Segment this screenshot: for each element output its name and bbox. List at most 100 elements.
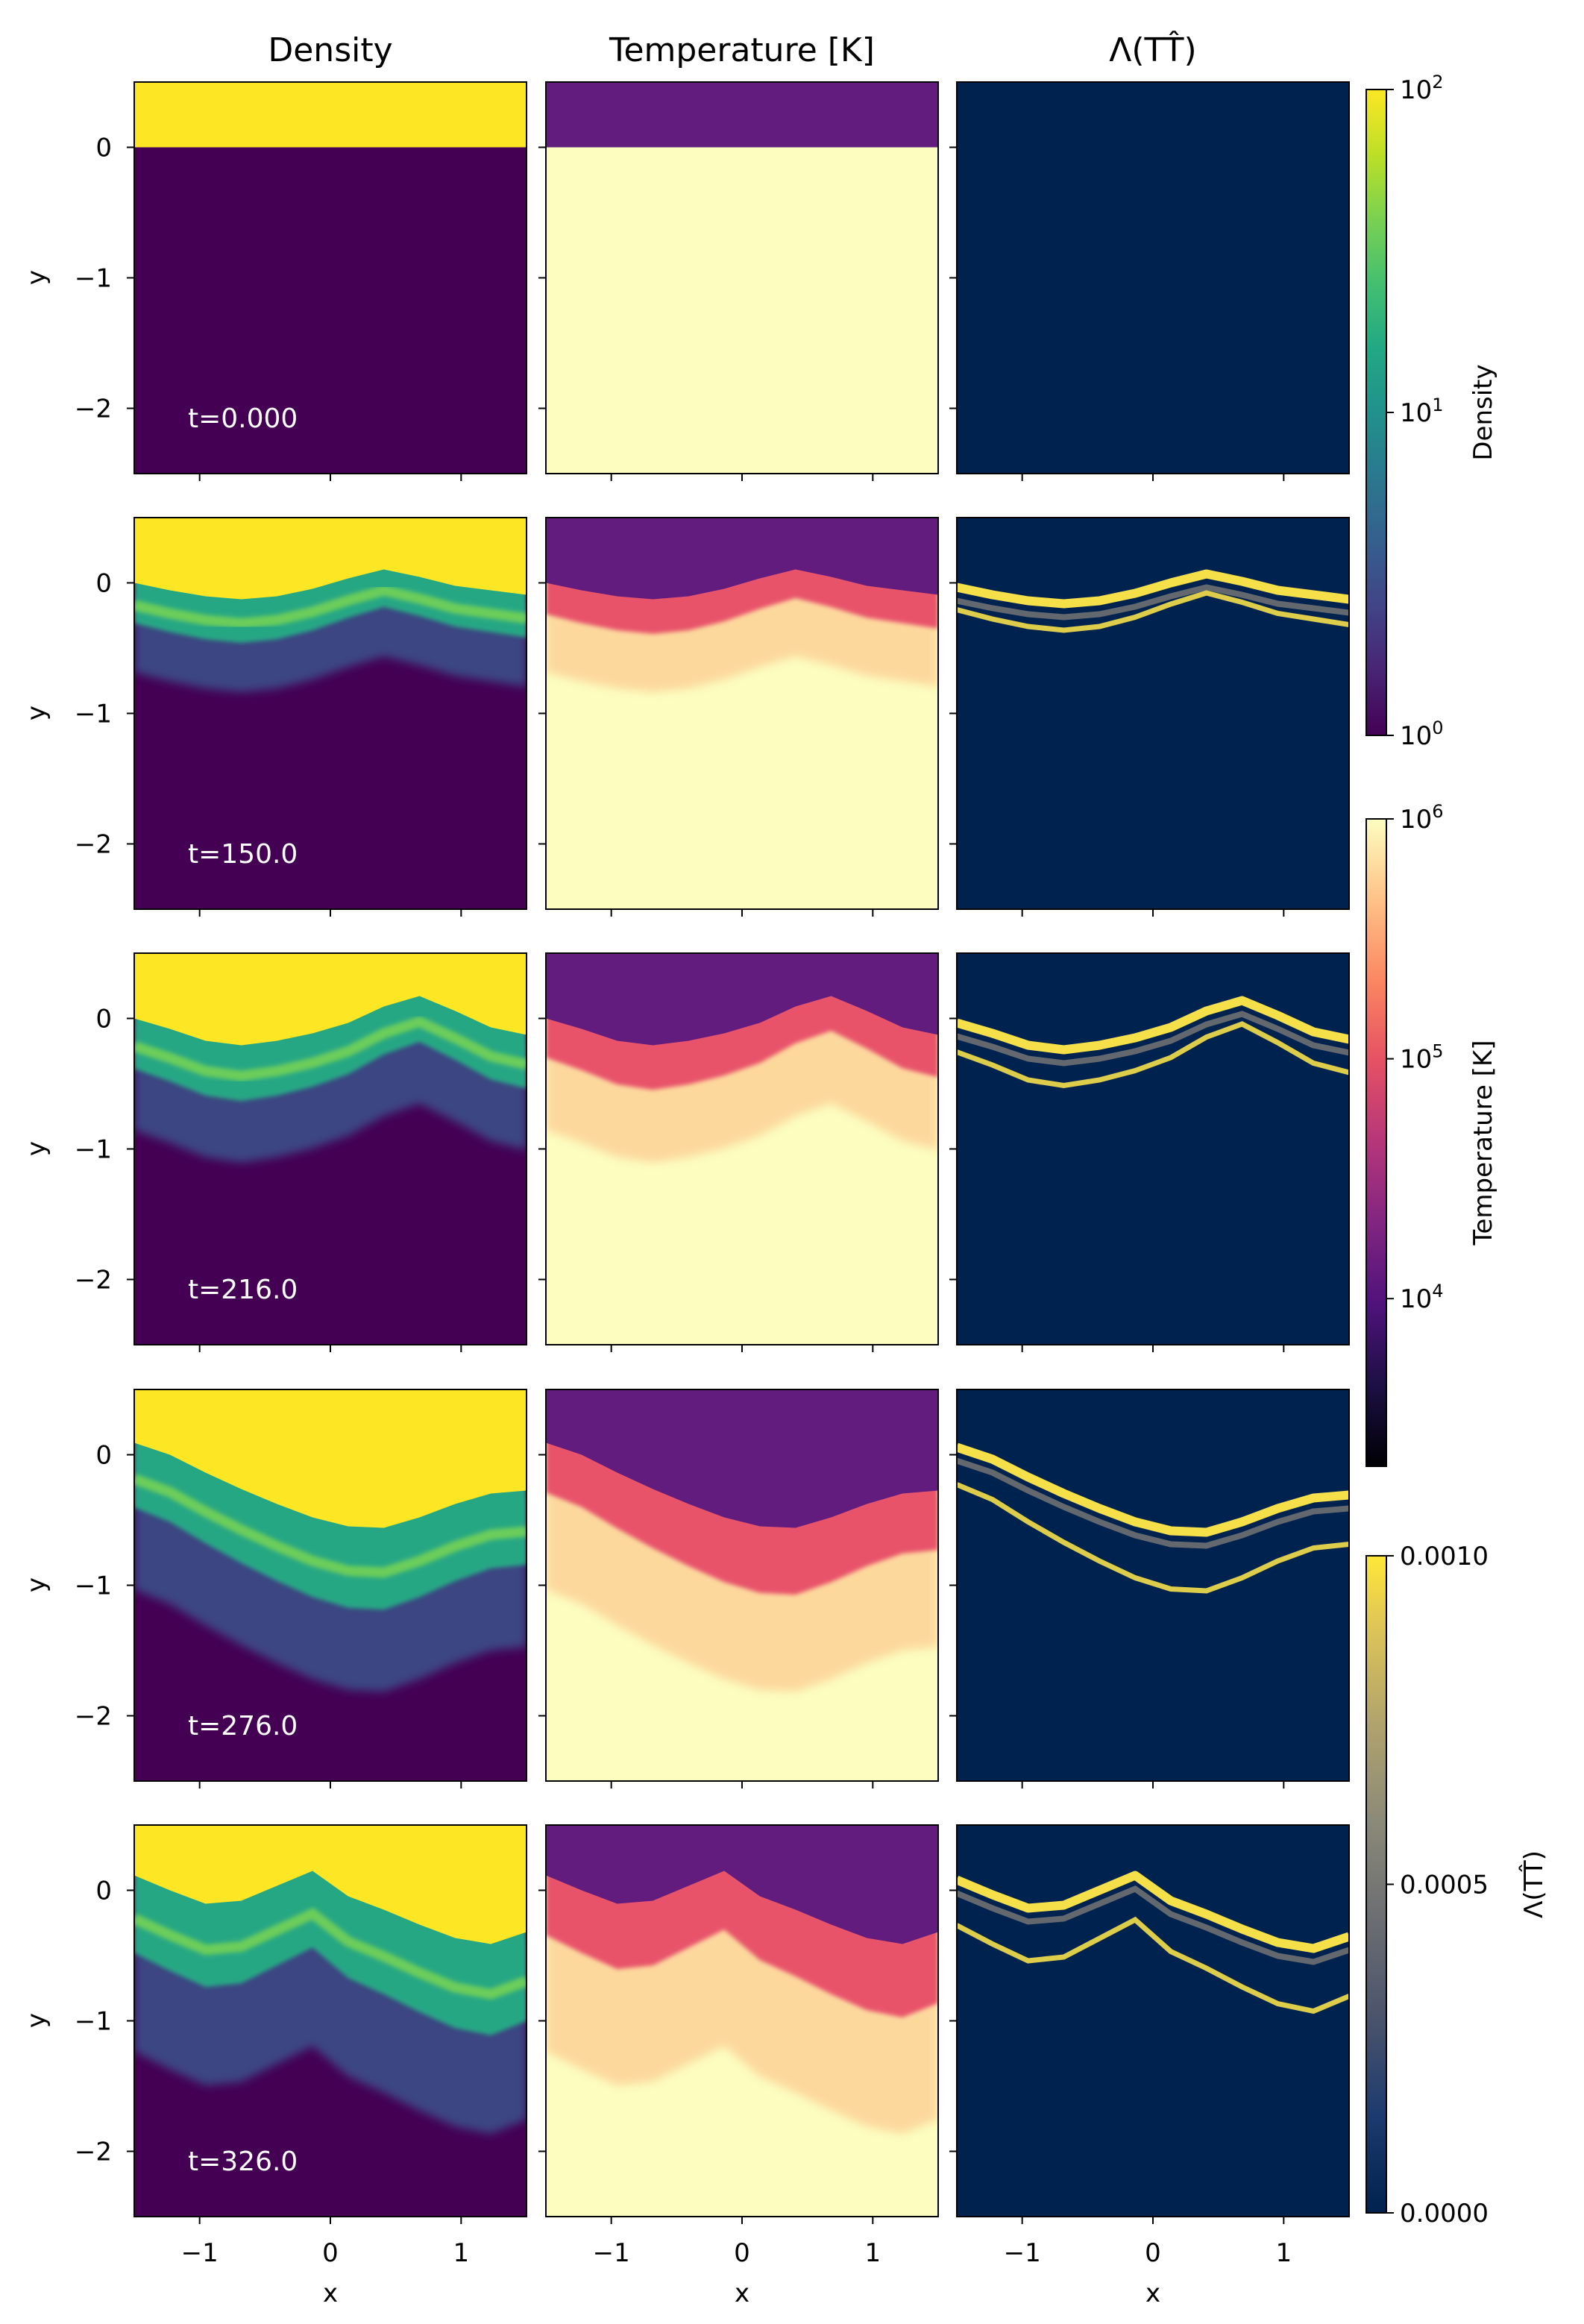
- colorbar-tick-label: 0.0010: [1400, 1542, 1489, 1571]
- density-cold-gas: [134, 1825, 527, 1944]
- colorbar-tick-exponent: 6: [1432, 801, 1443, 822]
- density-mixing-filament: [134, 1907, 527, 2000]
- y-tick-label: 0: [95, 1441, 112, 1471]
- colorbar-tick-label: 105: [1400, 1041, 1444, 1075]
- temperature-mixing-tail: [546, 1003, 938, 1163]
- x-tick-label: 1: [1276, 2238, 1292, 2268]
- panel-field: [134, 1389, 527, 1781]
- temperature-cold-gas: [546, 1825, 938, 1944]
- colorbar-label: Λ(TT̂): [1518, 1850, 1549, 1918]
- column-title-lambda: Λ(TT̂): [1109, 30, 1196, 69]
- y-tick-label: −2: [75, 830, 112, 860]
- lambda-background: [957, 518, 1349, 909]
- colorbar-tick-exponent: 2: [1432, 72, 1443, 92]
- lambda-faint-filament: [957, 1885, 1349, 1965]
- colorbar-tick-label: 100: [1400, 717, 1444, 751]
- x-tick-label: 1: [453, 2238, 470, 2268]
- panel-temperature-row-5: [538, 1824, 939, 2224]
- colorbar-tick-exponent: 4: [1432, 1281, 1443, 1301]
- density-mixing-filament: [134, 1474, 527, 1578]
- panel-density-row-3: t=216.0: [127, 952, 527, 1352]
- colorbar-tick-base: 10: [1400, 398, 1432, 428]
- y-axis-label: y: [22, 1577, 51, 1592]
- lambda-faint-filament: [957, 584, 1349, 621]
- x-tick-label: 0: [322, 2238, 339, 2268]
- colorbar-tick-base: 10: [1400, 1045, 1432, 1075]
- panel-field: [546, 953, 938, 1345]
- colorbar-tick-exponent: 5: [1432, 1041, 1443, 1062]
- lambda-background: [957, 953, 1349, 1345]
- lambda-cooling-filament: [957, 569, 1349, 609]
- panel-field: [546, 518, 938, 909]
- panel-field: [957, 1389, 1349, 1781]
- temperature-mixing-layer: [546, 565, 938, 634]
- panel-lambda-row-2: [949, 517, 1350, 917]
- colorbar-tick-base: 10: [1400, 1284, 1432, 1314]
- x-tick-label: −1: [593, 2238, 630, 2268]
- y-axis-label: y: [22, 270, 51, 285]
- y-tick-label: −2: [75, 395, 112, 424]
- temperature-cold-gas: [546, 1389, 938, 1528]
- y-tick-label: −1: [75, 2007, 112, 2037]
- y-tick-label: −1: [75, 700, 112, 729]
- y-tick-label: 0: [95, 1005, 112, 1034]
- panel-density-row-4: t=276.0: [127, 1389, 527, 1788]
- panel-density-row-2: t=150.0: [127, 517, 527, 917]
- x-axis-label: x: [735, 2279, 749, 2308]
- colorbar-scale: [1366, 89, 1386, 735]
- lambda-faint-filament: [957, 1457, 1349, 1549]
- density-mixing-filament: [134, 585, 527, 629]
- y-tick-label: −2: [75, 1266, 112, 1296]
- panel-field: [134, 518, 527, 909]
- density-mixing-layer: [134, 1863, 527, 2035]
- time-label: t=0.000: [188, 403, 298, 434]
- temperature-cold-gas: [546, 953, 938, 1046]
- lambda-cooling-filament-lower: [957, 1021, 1349, 1089]
- lambda-cooling-filament: [957, 1442, 1349, 1537]
- temperature-cold-gas: [546, 82, 938, 148]
- y-tick-label: −2: [75, 1702, 112, 1732]
- panel-lambda-row-4: [949, 1389, 1350, 1788]
- colorbar-tick-exponent: 0: [1432, 717, 1443, 738]
- colorbar-tick-label: 0.0005: [1400, 1871, 1489, 1900]
- panel-temperature-row-2: [538, 517, 939, 917]
- time-label: t=150.0: [188, 839, 298, 870]
- panel-field: [134, 953, 527, 1345]
- time-label: t=276.0: [188, 1711, 298, 1742]
- colorbar-tick-base: 10: [1400, 805, 1432, 835]
- panel-field: [134, 1825, 527, 2217]
- panels-group: t=0.000 t=150.0 t=216.0 t=276.0 t=326.0: [127, 81, 1350, 2224]
- panel-field: [134, 82, 527, 474]
- y-tick-label: 0: [95, 569, 112, 599]
- density-cold-gas: [134, 1389, 527, 1528]
- lambda-background: [957, 82, 1349, 474]
- x-axis-label: x: [1145, 2279, 1160, 2308]
- colorbar-label: Temperature [K]: [1468, 1040, 1498, 1246]
- colorbar-tick-label: 102: [1400, 72, 1444, 105]
- y-axis-label: y: [22, 706, 51, 720]
- panel-lambda-row-1: [949, 81, 1350, 481]
- lambda-cooling-filament-lower: [957, 590, 1349, 633]
- panel-field: [957, 953, 1349, 1345]
- lambda-faint-filament: [957, 1011, 1349, 1067]
- x-tick-label: 0: [1145, 2238, 1161, 2268]
- axes-labels-group: 0 −1 −2 y 0 −1 −2 y 0 −1 −2 y 0 −1 −2 y 0 −1 −2 y Density Tem…: [22, 30, 1292, 2308]
- colorbar-tick-base: 10: [1400, 75, 1432, 105]
- panel-temperature-row-1: [538, 81, 939, 481]
- y-axis-label: y: [22, 2013, 51, 2028]
- panel-field: [957, 1825, 1349, 2217]
- panel-density-row-5: t=326.0: [127, 1824, 527, 2224]
- temperature-cold-gas: [546, 518, 938, 600]
- y-tick-label: −1: [75, 264, 112, 294]
- colorbar-tick-label: 106: [1400, 801, 1444, 835]
- y-tick-label: 0: [95, 1877, 112, 1906]
- colorbar-frame: [1365, 818, 1387, 1467]
- x-tick-label: −1: [1004, 2238, 1041, 2268]
- density-cold-gas: [134, 518, 527, 600]
- colorbar-tick-base: 10: [1400, 721, 1432, 751]
- column-title-density: Density: [268, 31, 392, 69]
- lambda-cooling-filament-lower: [957, 1916, 1349, 2014]
